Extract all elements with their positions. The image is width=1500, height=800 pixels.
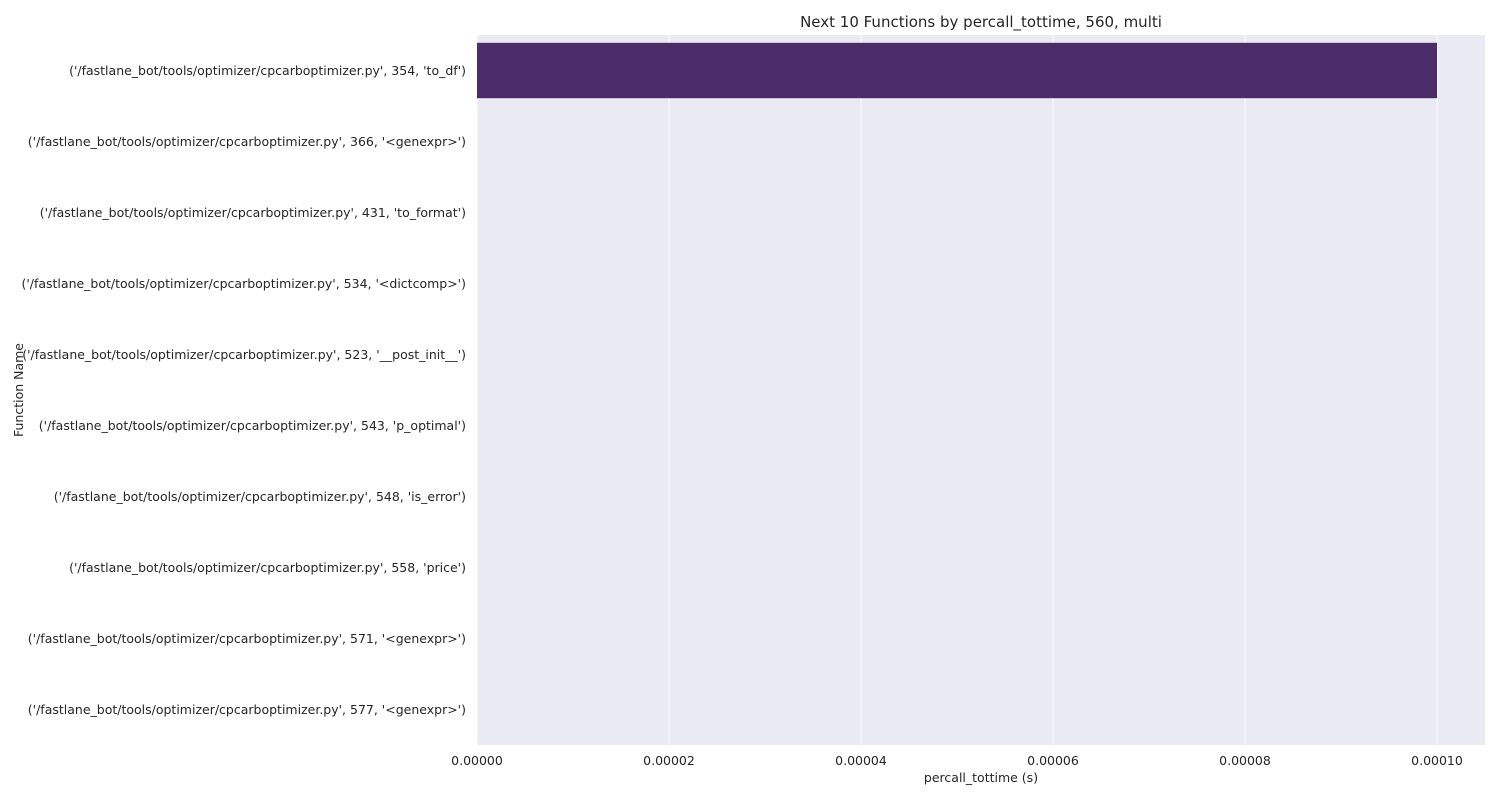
y-tick-label: ('/fastlane_bot/tools/optimizer/cpcarbop… [22, 347, 466, 362]
x-tick-label: 0.00006 [1027, 753, 1079, 768]
x-tick-label: 0.00002 [643, 753, 695, 768]
y-tick-label: ('/fastlane_bot/tools/optimizer/cpcarbop… [39, 418, 466, 433]
x-tick-label: 0.00000 [451, 753, 503, 768]
x-tick-label: 0.00008 [1219, 753, 1271, 768]
y-axis-label: Function Name [11, 343, 26, 437]
y-tick-label: ('/fastlane_bot/tools/optimizer/cpcarbop… [28, 134, 466, 149]
x-axis-label: percall_tottime (s) [924, 770, 1038, 785]
x-tick-labels: 0.00000 0.00002 0.00004 0.00006 0.00008 0.000… [451, 753, 1463, 768]
y-tick-label: ('/fastlane_bot/tools/optimizer/cpcarbop… [21, 276, 466, 291]
x-tick-label: 0.00004 [835, 753, 887, 768]
y-tick-label: ('/fastlane_bot/tools/optimizer/cpcarbop… [69, 63, 466, 78]
plot-area [477, 35, 1485, 745]
chart-title: Next 10 Functions by percall_tottime, 56… [800, 13, 1162, 32]
y-tick-labels: ('/fastlane_bot/tools/optimizer/cpcarbop… [21, 63, 466, 717]
x-tick-label: 0.00010 [1411, 753, 1463, 768]
y-tick-label: ('/fastlane_bot/tools/optimizer/cpcarbop… [28, 631, 466, 646]
gridlines [476, 35, 1438, 745]
y-tick-label: ('/fastlane_bot/tools/optimizer/cpcarbop… [69, 560, 466, 575]
y-tick-label: ('/fastlane_bot/tools/optimizer/cpcarbop… [28, 702, 466, 717]
y-tick-label: ('/fastlane_bot/tools/optimizer/cpcarbop… [54, 489, 466, 504]
bar [477, 42, 1437, 99]
y-tick-label: ('/fastlane_bot/tools/optimizer/cpcarbop… [40, 205, 466, 220]
bars [477, 42, 1437, 99]
